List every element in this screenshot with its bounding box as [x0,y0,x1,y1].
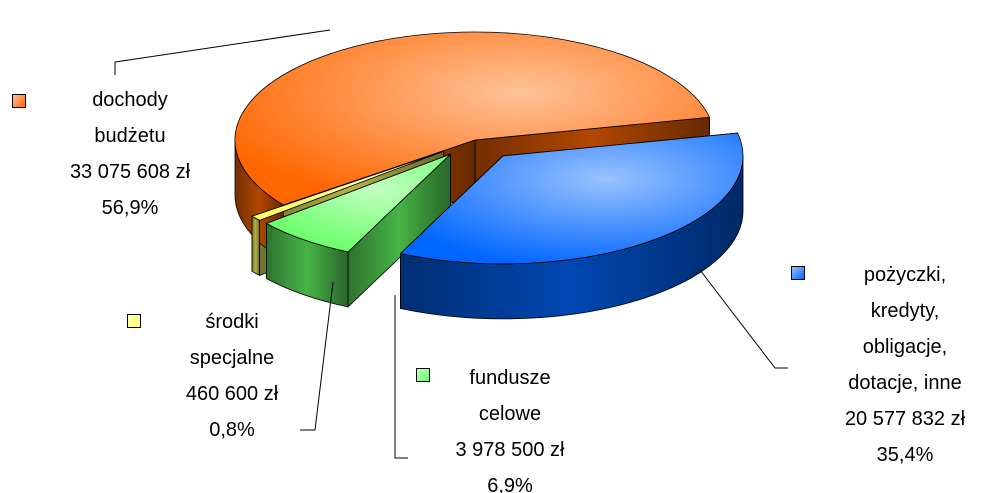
slice-label: środki specjalne 460 600 zł 0,8% [132,304,332,448]
slice-label: fundusze celowe 3 978 500 zł 6,9% [410,360,610,493]
slice [399,132,744,265]
value-label: 35,4% [876,444,934,466]
amount-label: 20 577 832 zł [844,408,966,430]
legend-swatch [12,94,26,108]
legend-swatch [127,314,141,328]
category-label: fundusze celowe [469,367,551,425]
leader-line [300,281,334,431]
slice-label: dochody budżetu 33 075 608 zł 56,9% [30,82,230,226]
amount-label: 33 075 608 zł [69,161,191,183]
value-label: 0,8% [209,419,255,441]
category-label: dochody budżetu [92,89,168,147]
slice-label: pożyczki, kredyty, obligacje, dotacje, i… [805,257,1002,473]
legend-swatch [416,368,430,382]
value-label: 6,9% [487,475,533,493]
leader-line [394,295,408,459]
category-label: pożyczki, kredyty, obligacje, dotacje, i… [848,264,962,394]
legend-swatch [791,266,805,280]
leader-line [114,29,331,75]
slice [234,31,711,206]
leader-line [699,269,788,369]
slice-wall [251,215,260,277]
slice [251,150,444,221]
amount-label: 460 600 zł [185,383,279,405]
slice [265,153,451,253]
value-label: 56,9% [101,197,159,219]
amount-label: 3 978 500 zł [455,439,565,461]
category-label: środki specjalne [189,311,275,369]
